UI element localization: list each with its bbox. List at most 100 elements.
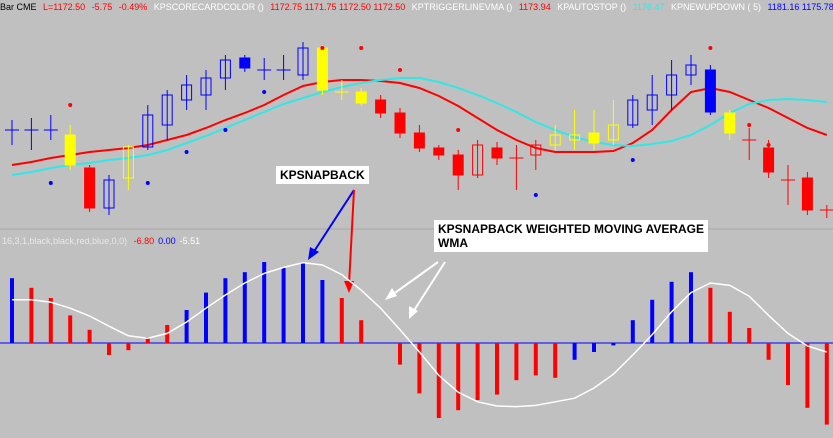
bar — [533, 343, 538, 376]
stop-dot — [708, 46, 713, 50]
candle-body — [724, 112, 736, 134]
stop-dot — [747, 123, 752, 127]
candle-body — [142, 114, 154, 148]
stop-dot — [320, 46, 325, 50]
arrow — [391, 261, 439, 296]
indicator-values: 1176.47 — [632, 2, 665, 12]
bar — [417, 343, 422, 394]
indicator-values: 1181.16 1175.78 — [767, 2, 833, 12]
bar — [29, 287, 34, 343]
stop-dot — [223, 128, 228, 132]
candle-body — [588, 132, 600, 144]
candle-body — [607, 124, 619, 141]
bar — [630, 320, 635, 343]
indicator-line — [11, 79, 828, 166]
annotation-line: KPSNAPBACK WEIGHTED MOVING AVERAGE — [438, 222, 705, 236]
indicator-line — [11, 77, 827, 176]
candle-body — [161, 94, 173, 126]
bar — [48, 298, 53, 343]
candle-body — [64, 134, 76, 166]
stop-dot — [145, 181, 150, 185]
candle-body — [763, 147, 775, 173]
candle-body — [316, 47, 328, 91]
header: Bar CME L=1172.50 -5.75 -0.49% KPSCORECA… — [0, 2, 833, 12]
candle-body — [627, 99, 639, 126]
stop-dot — [533, 193, 538, 197]
last: L=1172.50 — [43, 2, 86, 12]
arrow — [348, 189, 355, 286]
bar — [281, 268, 286, 343]
candle-body — [646, 94, 658, 111]
candle-body — [685, 64, 697, 76]
bar — [592, 343, 596, 352]
arrow-head — [344, 281, 354, 293]
candle-body — [219, 59, 231, 79]
candle-body — [569, 134, 581, 141]
candle-body — [666, 74, 678, 96]
bar — [320, 280, 325, 343]
candle-body — [433, 147, 445, 156]
candle-body — [452, 154, 464, 176]
bar — [10, 278, 14, 343]
stop-dot — [398, 68, 402, 72]
indicator-name: KPTRIGGERLINEVMA () — [411, 2, 513, 12]
arrow — [312, 189, 355, 254]
bar — [475, 343, 480, 400]
readout: -6.80 — [133, 236, 155, 246]
candle-body — [491, 147, 503, 159]
candle-body — [84, 167, 96, 209]
annotation: KPSNAPBACK WEIGHTED MOVING AVERAGE WMA — [434, 220, 709, 252]
change: -5.75 — [91, 2, 113, 12]
bar — [766, 343, 771, 360]
candle-body — [530, 144, 542, 156]
stop-dot — [805, 193, 810, 197]
candle-body — [122, 146, 134, 179]
indicator-name: KPSCORECARDCOLOR () — [153, 2, 264, 12]
bar — [436, 343, 441, 418]
candle-body — [472, 144, 484, 176]
indicator-values: 1173.94 — [518, 2, 551, 12]
stop-dot — [359, 46, 364, 50]
bar — [824, 343, 829, 425]
bar — [339, 298, 344, 343]
bar — [514, 343, 519, 381]
annotation: KPSNAPBACK — [276, 166, 369, 184]
bar — [747, 328, 752, 343]
bar — [184, 310, 189, 343]
arrow-head — [308, 247, 319, 260]
bar — [204, 292, 208, 343]
indicator-name: KPAUTOSTOP () — [557, 2, 627, 12]
bar — [689, 272, 693, 343]
bar — [262, 262, 267, 343]
annotation-line: WMA — [438, 236, 468, 250]
stop-dot — [262, 90, 267, 94]
bar — [553, 343, 558, 378]
bar — [145, 337, 150, 343]
bar — [572, 343, 577, 360]
bar — [223, 278, 228, 343]
stop-dot — [184, 150, 189, 154]
bar — [786, 343, 790, 385]
bar — [242, 272, 247, 343]
arrow — [412, 261, 446, 313]
candle-body — [181, 84, 193, 101]
stop-dot — [48, 181, 53, 185]
bar — [650, 299, 655, 343]
bar — [87, 329, 92, 343]
bar — [301, 262, 305, 343]
candle-body — [704, 69, 716, 113]
candle-body — [549, 134, 561, 146]
candle-body — [103, 179, 115, 209]
bar — [805, 343, 810, 408]
candle-body — [394, 112, 406, 134]
candle-body — [239, 57, 251, 69]
indicator-params: 16,3,1,black,black,red,blue,0,0) — [2, 236, 128, 246]
bar — [708, 287, 713, 343]
readout: -5.51 — [179, 236, 201, 246]
bar — [611, 343, 616, 346]
bar — [398, 343, 402, 365]
bar — [456, 343, 461, 411]
candle-body — [355, 91, 367, 104]
